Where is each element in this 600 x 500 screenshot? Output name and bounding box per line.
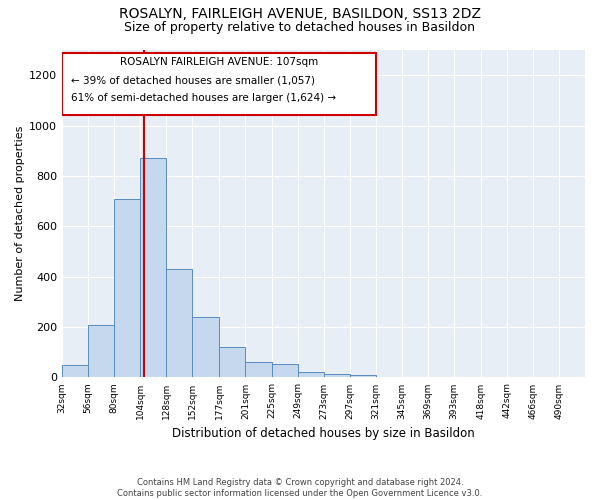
Bar [350, 375, 376, 378]
Bar [114, 198, 140, 378]
Y-axis label: Number of detached properties: Number of detached properties [15, 126, 25, 302]
Bar [272, 364, 298, 378]
Text: 61% of semi-detached houses are larger (1,624) →: 61% of semi-detached houses are larger (… [71, 93, 336, 103]
Text: Contains HM Land Registry data © Crown copyright and database right 2024.
Contai: Contains HM Land Registry data © Crown c… [118, 478, 482, 498]
Bar [62, 365, 88, 378]
Bar [220, 347, 245, 378]
Bar [193, 317, 220, 378]
Bar [140, 158, 166, 378]
Bar [245, 362, 272, 378]
X-axis label: Distribution of detached houses by size in Basildon: Distribution of detached houses by size … [172, 427, 475, 440]
Text: ROSALYN, FAIRLEIGH AVENUE, BASILDON, SS13 2DZ: ROSALYN, FAIRLEIGH AVENUE, BASILDON, SS1… [119, 8, 481, 22]
Bar [62, 52, 376, 116]
Text: ← 39% of detached houses are smaller (1,057): ← 39% of detached houses are smaller (1,… [71, 75, 315, 85]
Text: Size of property relative to detached houses in Basildon: Size of property relative to detached ho… [125, 21, 476, 34]
Bar [166, 269, 193, 378]
Bar [298, 372, 323, 378]
Bar [323, 374, 350, 378]
Bar [88, 324, 114, 378]
Text: ROSALYN FAIRLEIGH AVENUE: 107sqm: ROSALYN FAIRLEIGH AVENUE: 107sqm [120, 57, 318, 67]
